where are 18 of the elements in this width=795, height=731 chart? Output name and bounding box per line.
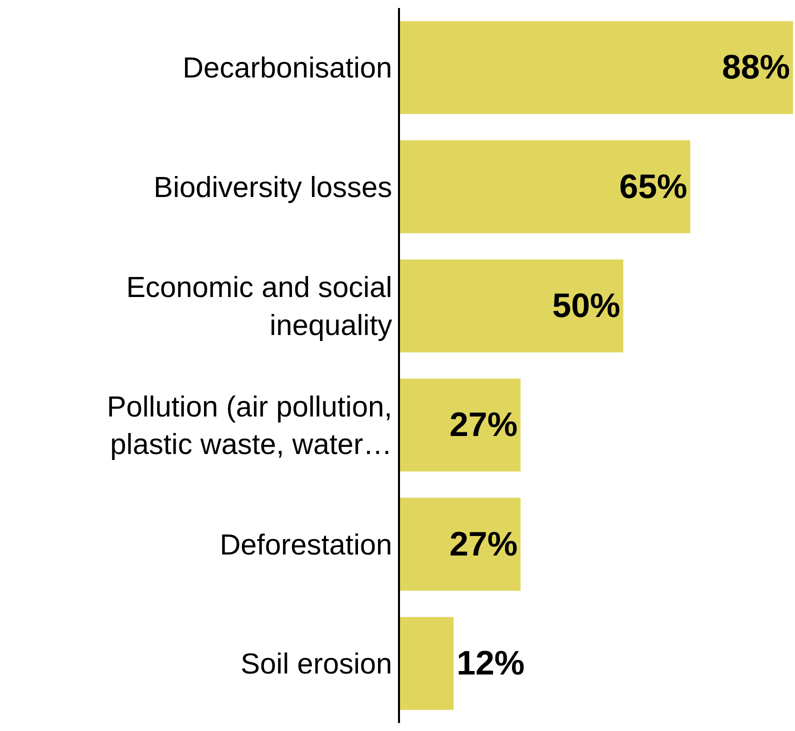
y-tick-label: Biodiversity losses	[154, 172, 392, 204]
y-tick-label: Pollution (air pollution, plastic waste, water…	[106, 391, 392, 462]
bar	[400, 616, 454, 710]
data-label: 88%	[722, 48, 790, 87]
data-label: 27%	[450, 525, 518, 564]
data-label: 65%	[619, 168, 688, 206]
bar	[400, 259, 624, 352]
data-label: 12%	[456, 644, 525, 682]
y-tick-label: Deforestation	[220, 529, 392, 562]
data-label: 50%	[552, 286, 620, 325]
y-tick-label: Economic and social inequality	[126, 272, 393, 342]
bar	[400, 140, 690, 234]
bar	[400, 498, 521, 591]
y-tick-label: Soil erosion	[240, 648, 392, 681]
y-tick-label: Decarbonisation	[182, 52, 392, 85]
bar	[400, 378, 521, 472]
data-label: 27%	[450, 406, 518, 444]
bar	[400, 21, 793, 114]
